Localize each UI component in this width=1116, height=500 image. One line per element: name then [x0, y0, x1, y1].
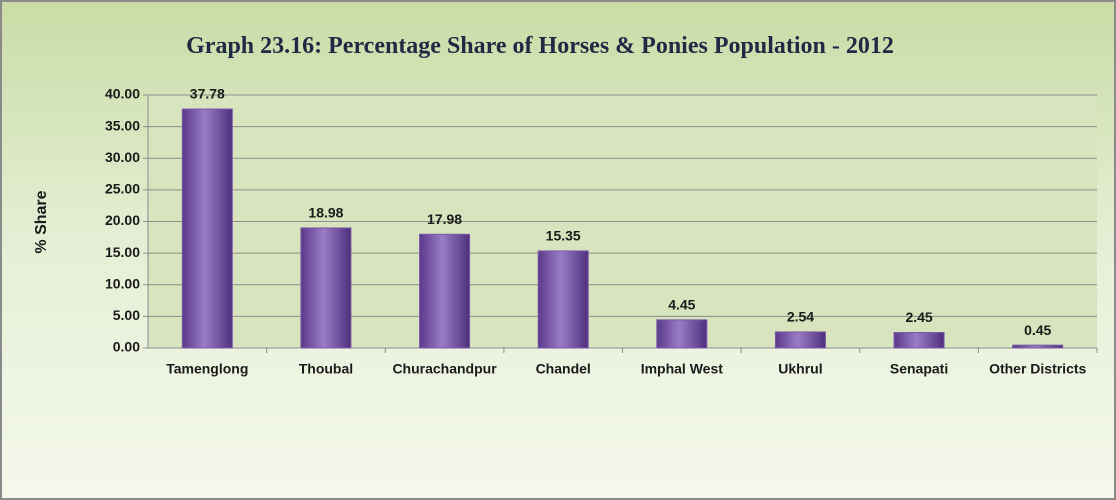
x-tick-label: Imphal West	[641, 361, 724, 377]
x-tick-label: Other Districts	[989, 361, 1086, 377]
chart-title: Graph 23.16: Percentage Share of Horses …	[186, 33, 894, 59]
x-tick-label: Chandel	[536, 361, 591, 377]
y-tick-label: 0.00	[113, 339, 140, 355]
bar	[893, 332, 945, 349]
data-label: 18.98	[308, 205, 343, 221]
x-tick-label: Senapati	[890, 361, 948, 377]
y-tick-label: 5.00	[113, 307, 140, 323]
bar	[656, 319, 708, 349]
data-label: 2.45	[905, 309, 932, 325]
y-axis-label: % Share	[33, 190, 50, 253]
data-label: 37.78	[190, 86, 225, 102]
x-tick-label: Ukhrul	[778, 361, 822, 377]
x-tick-label: Thoubal	[299, 361, 353, 377]
x-tick-label: Tamenglong	[166, 361, 248, 377]
bar	[181, 108, 233, 349]
y-tick-label: 30.00	[105, 149, 140, 165]
y-tick-label: 40.00	[105, 86, 140, 102]
x-tick-label: Churachandpur	[392, 361, 497, 377]
data-label: 0.45	[1024, 322, 1051, 338]
bar	[537, 250, 589, 349]
bar	[774, 331, 826, 349]
data-label: 4.45	[668, 297, 695, 313]
y-tick-label: 35.00	[105, 117, 140, 133]
bar	[419, 233, 471, 349]
data-label: 2.54	[787, 309, 814, 325]
y-tick-label: 15.00	[105, 244, 140, 260]
bar	[1012, 344, 1064, 349]
data-label: 15.35	[546, 228, 581, 244]
y-tick-label: 20.00	[105, 212, 140, 228]
y-tick-label: 10.00	[105, 275, 140, 291]
data-label: 17.98	[427, 211, 462, 227]
y-tick-label: 25.00	[105, 181, 140, 197]
bar	[300, 227, 352, 349]
